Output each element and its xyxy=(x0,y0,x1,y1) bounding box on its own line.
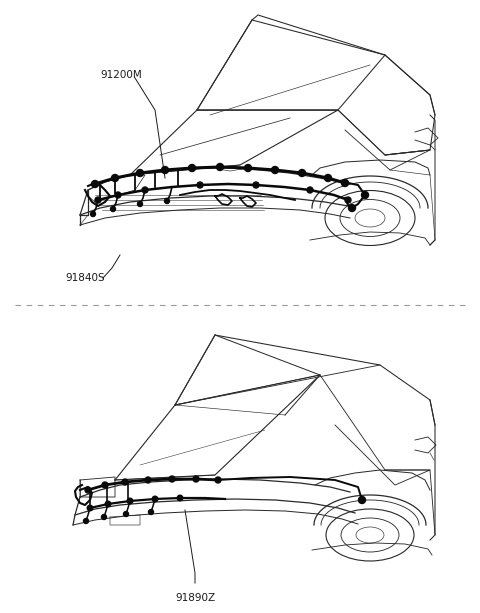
Circle shape xyxy=(84,519,88,524)
Text: 91840S: 91840S xyxy=(65,273,105,283)
Circle shape xyxy=(102,482,108,488)
Circle shape xyxy=(127,498,133,504)
Circle shape xyxy=(110,207,116,211)
Circle shape xyxy=(197,182,203,188)
Circle shape xyxy=(152,496,158,502)
Circle shape xyxy=(169,476,175,482)
Circle shape xyxy=(137,202,143,207)
Circle shape xyxy=(216,164,224,170)
Circle shape xyxy=(361,191,369,199)
Circle shape xyxy=(101,514,107,519)
Circle shape xyxy=(189,164,195,172)
Circle shape xyxy=(148,509,154,514)
Circle shape xyxy=(345,197,351,203)
Circle shape xyxy=(87,505,93,511)
Circle shape xyxy=(142,187,148,193)
Circle shape xyxy=(341,180,348,186)
Circle shape xyxy=(177,495,183,501)
Text: 91890Z: 91890Z xyxy=(175,593,215,603)
Circle shape xyxy=(324,175,332,181)
Circle shape xyxy=(272,167,278,173)
Circle shape xyxy=(145,477,151,483)
Circle shape xyxy=(95,197,101,203)
Circle shape xyxy=(123,511,129,517)
Circle shape xyxy=(253,182,259,188)
Circle shape xyxy=(348,205,356,211)
Circle shape xyxy=(105,501,111,507)
Circle shape xyxy=(111,175,119,181)
Text: 91200M: 91200M xyxy=(100,70,142,80)
Circle shape xyxy=(122,479,128,485)
Circle shape xyxy=(136,170,144,177)
Circle shape xyxy=(359,497,365,503)
Circle shape xyxy=(161,167,168,173)
Circle shape xyxy=(91,211,96,216)
Circle shape xyxy=(215,477,221,483)
Circle shape xyxy=(115,192,121,198)
Circle shape xyxy=(193,476,199,482)
Circle shape xyxy=(92,180,98,188)
Circle shape xyxy=(299,170,305,177)
Circle shape xyxy=(85,487,91,493)
Circle shape xyxy=(244,164,252,172)
Circle shape xyxy=(165,199,169,204)
Circle shape xyxy=(307,187,313,193)
